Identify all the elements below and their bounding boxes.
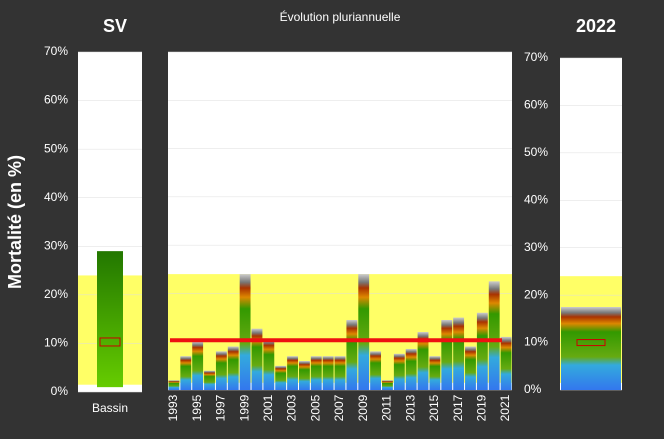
bar — [263, 339, 275, 390]
bar — [322, 356, 334, 390]
x-tick-label: 2007 — [332, 394, 346, 421]
y-tick-label: 50% — [44, 141, 68, 155]
bar — [393, 353, 405, 390]
x-tick-label: 1999 — [237, 394, 251, 421]
bar — [192, 341, 204, 390]
bar — [488, 281, 500, 390]
x-tick-label: 1993 — [166, 394, 180, 421]
y-tick-label: 10% — [524, 335, 548, 349]
x-tick-label: Bassin — [92, 401, 128, 415]
bar — [287, 356, 298, 390]
y-tick-label: 60% — [524, 98, 548, 112]
x-tick-label: 2009 — [356, 394, 370, 421]
bar — [239, 274, 251, 390]
y-tick-label: 0% — [51, 384, 69, 398]
bar — [453, 317, 465, 390]
bar — [476, 312, 488, 390]
bar — [429, 356, 441, 390]
bar — [251, 328, 263, 390]
bar — [275, 365, 287, 390]
bar — [561, 307, 621, 390]
y-axis-label: Mortalité (en %) — [5, 155, 25, 289]
bar — [227, 346, 239, 390]
y-tick-label: 70% — [524, 50, 548, 64]
left-title: SV — [103, 16, 127, 36]
x-tick-label: 1997 — [214, 394, 228, 421]
y-tick-label: 10% — [44, 336, 68, 350]
bar — [417, 332, 429, 390]
y-tick-label: 20% — [44, 287, 68, 301]
bar — [204, 370, 215, 390]
x-tick-label: 2013 — [403, 394, 417, 421]
x-tick-label: 2001 — [261, 394, 275, 421]
y-tick-label: 40% — [524, 192, 548, 206]
bar — [168, 380, 180, 390]
y-tick-label: 40% — [44, 190, 68, 204]
y-tick-label: 30% — [44, 238, 68, 252]
y-tick-label: 70% — [44, 44, 68, 58]
x-tick-label: 2003 — [285, 394, 299, 421]
x-tick-label: 1995 — [190, 394, 204, 421]
bar — [358, 274, 370, 390]
bar — [370, 351, 382, 390]
bar — [310, 356, 322, 390]
x-tick-label: 2017 — [451, 394, 465, 421]
x-tick-label: 2011 — [380, 395, 394, 421]
chart-title: Évolution pluriannuelle — [280, 9, 401, 24]
y-tick-label: 0% — [524, 382, 542, 396]
bar — [382, 380, 393, 390]
bar — [500, 336, 512, 390]
bar — [405, 348, 417, 390]
x-tick-label: 2019 — [475, 394, 489, 421]
median-box — [99, 337, 121, 347]
x-tick-label: 2015 — [427, 394, 441, 421]
bar — [465, 346, 476, 390]
bar — [215, 351, 227, 390]
y-tick-label: 50% — [524, 145, 548, 159]
range-bar — [97, 251, 123, 388]
y-tick-label: 20% — [524, 287, 548, 301]
bar — [180, 356, 192, 390]
x-tick-label: 2021 — [498, 394, 512, 421]
bar — [298, 361, 310, 390]
bar — [441, 319, 453, 390]
y-tick-label: 60% — [44, 93, 68, 107]
bar — [346, 319, 358, 390]
y-tick-label: 30% — [524, 240, 548, 254]
right-title: 2022 — [576, 16, 616, 36]
median-box — [576, 339, 606, 347]
x-tick-label: 2005 — [308, 394, 322, 421]
bar — [334, 356, 346, 390]
